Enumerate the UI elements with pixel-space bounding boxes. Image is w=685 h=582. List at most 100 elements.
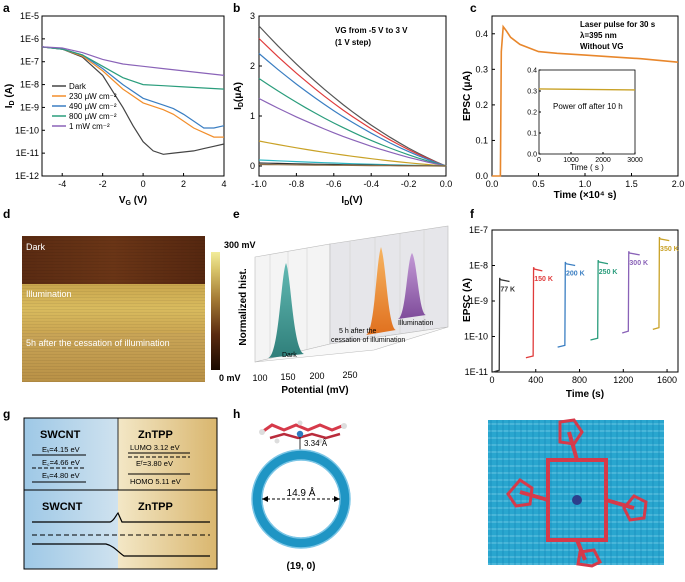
panel-c-inset-frame xyxy=(538,69,636,155)
heatmap-label-illumination: Illumination xyxy=(26,289,72,299)
panel-b-xtick-label: -1.0 xyxy=(251,179,267,189)
panel-f-xtick-label: 1600 xyxy=(657,375,677,385)
panel-b-xtick-label: 0.0 xyxy=(440,179,453,189)
panel-b-ytick-label: 3 xyxy=(250,11,255,21)
panel-label-c: c xyxy=(470,1,477,15)
panel-a-xtick-label: 0 xyxy=(141,179,146,189)
panel-a-frame xyxy=(41,15,225,177)
panel-c-ytick-label: 0.1 xyxy=(475,135,488,145)
panel-e-floor-plane xyxy=(254,326,449,363)
band-frame xyxy=(23,417,218,570)
panel-a-legend-label: 230 μW cm⁻² xyxy=(69,92,117,101)
chirality-label: (19, 0) xyxy=(287,561,316,572)
nanotube-cross-section xyxy=(251,449,351,549)
band-valence-edge xyxy=(32,543,210,557)
heatmap-label-dark: Dark xyxy=(26,242,46,252)
panel-c-inset-xtick-label: 2000 xyxy=(595,157,611,164)
panel-label-e: e xyxy=(233,207,240,221)
panel-f-series-label: 200 K xyxy=(566,271,585,278)
swcnt-level-1-label: Eᵥ=4.15 eV xyxy=(42,445,80,454)
band-conduction-edge xyxy=(32,511,210,523)
band-title-swcnt: SWCNT xyxy=(40,429,81,441)
colorbar-max: 300 mV xyxy=(224,240,256,250)
panel-e-xtick-label: 150 xyxy=(280,372,295,382)
zntpp-level-1-label: LUMO 3.12 eV xyxy=(130,443,180,452)
panel-a-ytick-label: 1E-10 xyxy=(15,125,39,135)
panel-e-xtick-label: 250 xyxy=(342,370,357,380)
panel-a-series-line xyxy=(41,46,225,90)
panel-f-ytick-label: 1E-10 xyxy=(464,332,488,342)
panel-b-series-line xyxy=(258,53,447,167)
panel-c-ytick-label: 0.3 xyxy=(475,64,488,74)
panel-a-legend-label: 1 mW cm⁻² xyxy=(69,122,110,131)
panel-f-series-label: 250 K xyxy=(599,269,618,276)
diameter-label: 14.9 Å xyxy=(287,486,316,499)
band-zntpp-region xyxy=(118,418,217,569)
swcnt-level-3-label: Eᵥ=4.80 eV xyxy=(42,471,80,480)
panel-b-xtick-label: -0.4 xyxy=(363,179,379,189)
panel-c-inset-ytick-label: 0.3 xyxy=(527,89,537,96)
panel-b-series-line xyxy=(258,163,446,167)
panel-h-structure: 3.34 Å 14.9 Å (19, 0) xyxy=(251,418,664,572)
panel-c-inset-ytick-label: 0.4 xyxy=(527,68,537,75)
panel-a-chart: 1E-12 1E-11 1E-10 1E-9 1E-8 1E-7 1E-6 1E-5 -4 -2… xyxy=(4,11,227,207)
panel-a-xtick-label: 2 xyxy=(181,179,186,189)
zntpp-molecule-side xyxy=(259,420,347,444)
panel-c-inset-ytick-label: 0.1 xyxy=(527,131,537,138)
histogram-peak-illumination xyxy=(398,253,426,319)
panel-c-inset-xtick-label: 3000 xyxy=(627,157,643,164)
panel-b-annotation-line2: (1 V step) xyxy=(335,38,371,47)
panel-c-ytick-label: 0.2 xyxy=(475,100,488,110)
panel-f-series-label: 77 K xyxy=(500,287,515,294)
panel-f-frame xyxy=(491,229,679,373)
panel-c-xtick-label: 1.5 xyxy=(625,179,638,189)
panel-f-xtick-label: 400 xyxy=(528,375,543,385)
panel-c-ylabel: EPSC (μA) xyxy=(462,71,473,121)
panel-c-inset-ytick-label: 0.0 xyxy=(527,152,537,159)
panel-a-xlabel: VG (V) xyxy=(119,195,147,207)
heatmap-scan-streaks xyxy=(22,236,205,382)
panel-c-xtick-label: 0.5 xyxy=(532,179,545,189)
panel-a-ytick-label: 1E-8 xyxy=(20,80,39,90)
panel-a-xtick-label: -4 xyxy=(58,179,66,189)
panel-e-xlabel: Potential (mV) xyxy=(281,385,348,396)
panel-f-ylabel: EPSC (A) xyxy=(462,278,473,322)
band-bottom-title-zntpp: ZnTPP xyxy=(138,501,173,513)
panel-a-ytick-label: 1E-11 xyxy=(16,148,39,158)
peak-label-after-line2: cessation of illumination xyxy=(331,337,405,344)
panel-f-series-label: 300 K xyxy=(629,260,648,267)
panel-a-ylabel: ID (A) xyxy=(4,84,16,109)
panel-e-ylabel: Normalized hist. xyxy=(238,268,249,345)
swcnt-level-2-label: E꜀=4.66 eV xyxy=(42,458,80,467)
histogram-peak-dark xyxy=(268,263,304,358)
panel-c-inset-xlabel: Time ( s ) xyxy=(570,163,604,172)
panel-label-h: h xyxy=(233,407,240,421)
peak-label-dark: Dark xyxy=(282,352,297,359)
panel-f-series-line xyxy=(557,261,576,348)
panel-f-chart: 1E-11 1E-10 1E-9 1E-8 1E-7 0 400 800 1200 1600 7… xyxy=(462,225,679,400)
panel-a-series-line xyxy=(41,46,225,76)
panel-label-a: a xyxy=(3,1,10,15)
panel-c-annotation-line1: Laser pulse for 30 s xyxy=(580,20,656,29)
panel-b-xlabel: ID(V) xyxy=(341,195,362,207)
panel-a-series-line xyxy=(41,46,225,155)
panel-b-ytick-label: 2 xyxy=(250,61,255,71)
zntpp-molecule-top xyxy=(506,418,648,568)
peak-label-illumination: Illumination xyxy=(398,320,434,327)
panel-e-chart: Dark 5 h after the cessation of illumina… xyxy=(238,225,449,396)
panel-f-xlabel: Time (s) xyxy=(566,389,604,400)
panel-b-series-line xyxy=(258,97,447,167)
panel-a-ytick-label: 1E-12 xyxy=(15,171,39,181)
panel-c-chart: 0.0 0.1 0.2 0.3 0.4 0.0 0.5 1.0 1.5 2.0 Laser pu… xyxy=(462,15,684,201)
panel-c-inset-ytick-label: 0.2 xyxy=(527,110,537,117)
panel-c-annotation-line2: λ=395 nm xyxy=(580,31,617,40)
histogram-peak-after xyxy=(366,247,396,335)
panel-f-ytick-label: 1E-7 xyxy=(469,225,488,235)
panel-f-ytick-label: 1E-11 xyxy=(465,367,488,377)
panel-b-ytick-label: 1 xyxy=(250,111,255,121)
panel-c-annotation-line3: Without VG xyxy=(580,42,623,51)
panel-f-ytick-label: 1E-9 xyxy=(469,296,488,306)
panel-e-xtick-label: 200 xyxy=(309,371,324,381)
panel-label-f: f xyxy=(470,207,475,221)
